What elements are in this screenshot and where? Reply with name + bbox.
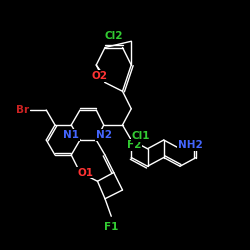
Text: O1: O1 — [77, 168, 93, 177]
Text: NH2: NH2 — [178, 140, 203, 150]
Text: N2: N2 — [96, 130, 112, 140]
Text: Cl1: Cl1 — [132, 131, 150, 141]
Text: O2: O2 — [92, 71, 108, 81]
Text: Br: Br — [16, 105, 29, 115]
Text: F2: F2 — [126, 140, 141, 150]
Text: F1: F1 — [104, 222, 118, 232]
Text: Cl2: Cl2 — [104, 31, 123, 41]
Text: N1: N1 — [63, 130, 79, 140]
